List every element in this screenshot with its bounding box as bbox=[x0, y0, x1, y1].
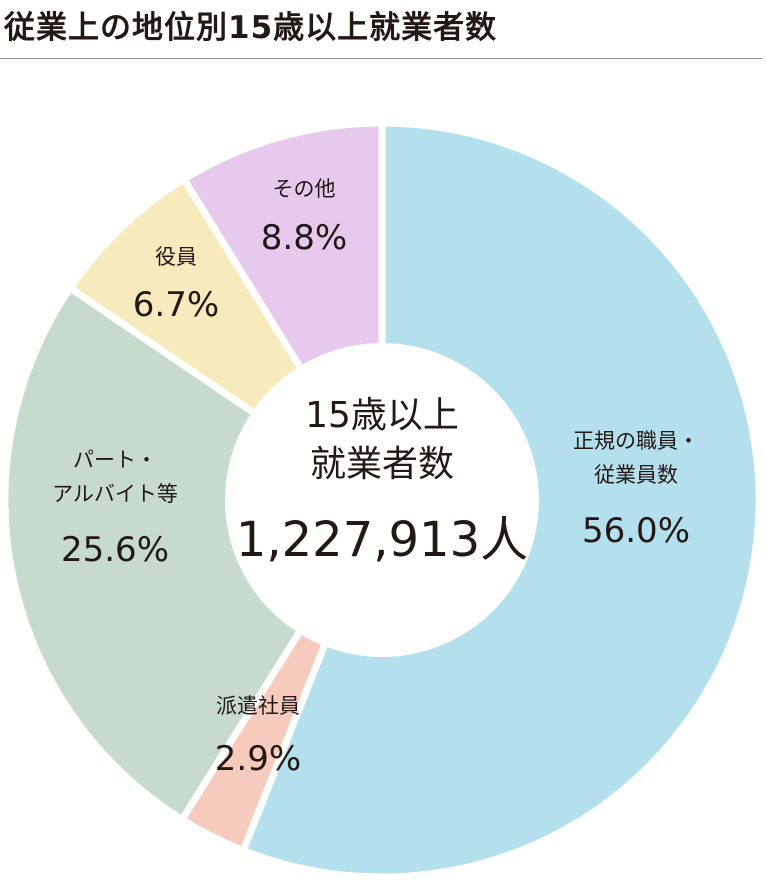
slice-part-time bbox=[1, 283, 387, 825]
slice-percent-regular-employees: 56.0% bbox=[582, 511, 690, 551]
slice-label-part-time: パート・アルバイト等 bbox=[52, 448, 178, 506]
slice-percent-part-time: 25.6% bbox=[61, 530, 169, 570]
slice-percent-executives: 6.7% bbox=[133, 285, 219, 325]
chart-title: 従業上の地位別15歳以上就業者数 bbox=[4, 10, 498, 46]
slice-label-other: その他 bbox=[273, 177, 336, 201]
center-line-2: 就業者数 bbox=[310, 444, 454, 485]
center-line-1: 15歳以上 bbox=[305, 395, 459, 436]
slice-percent-dispatched-workers: 2.9% bbox=[215, 739, 301, 779]
slice-label-executives: 役員 bbox=[155, 245, 197, 269]
slice-percent-other: 8.8% bbox=[261, 218, 347, 258]
slice-label-dispatched-workers: 派遣社員 bbox=[216, 694, 300, 718]
title-divider bbox=[0, 58, 762, 59]
slice-label-regular-employees: 正規の職員・従業員数 bbox=[573, 429, 699, 487]
donut-hole bbox=[225, 343, 539, 657]
center-total: 1,227,913人 bbox=[236, 512, 528, 568]
